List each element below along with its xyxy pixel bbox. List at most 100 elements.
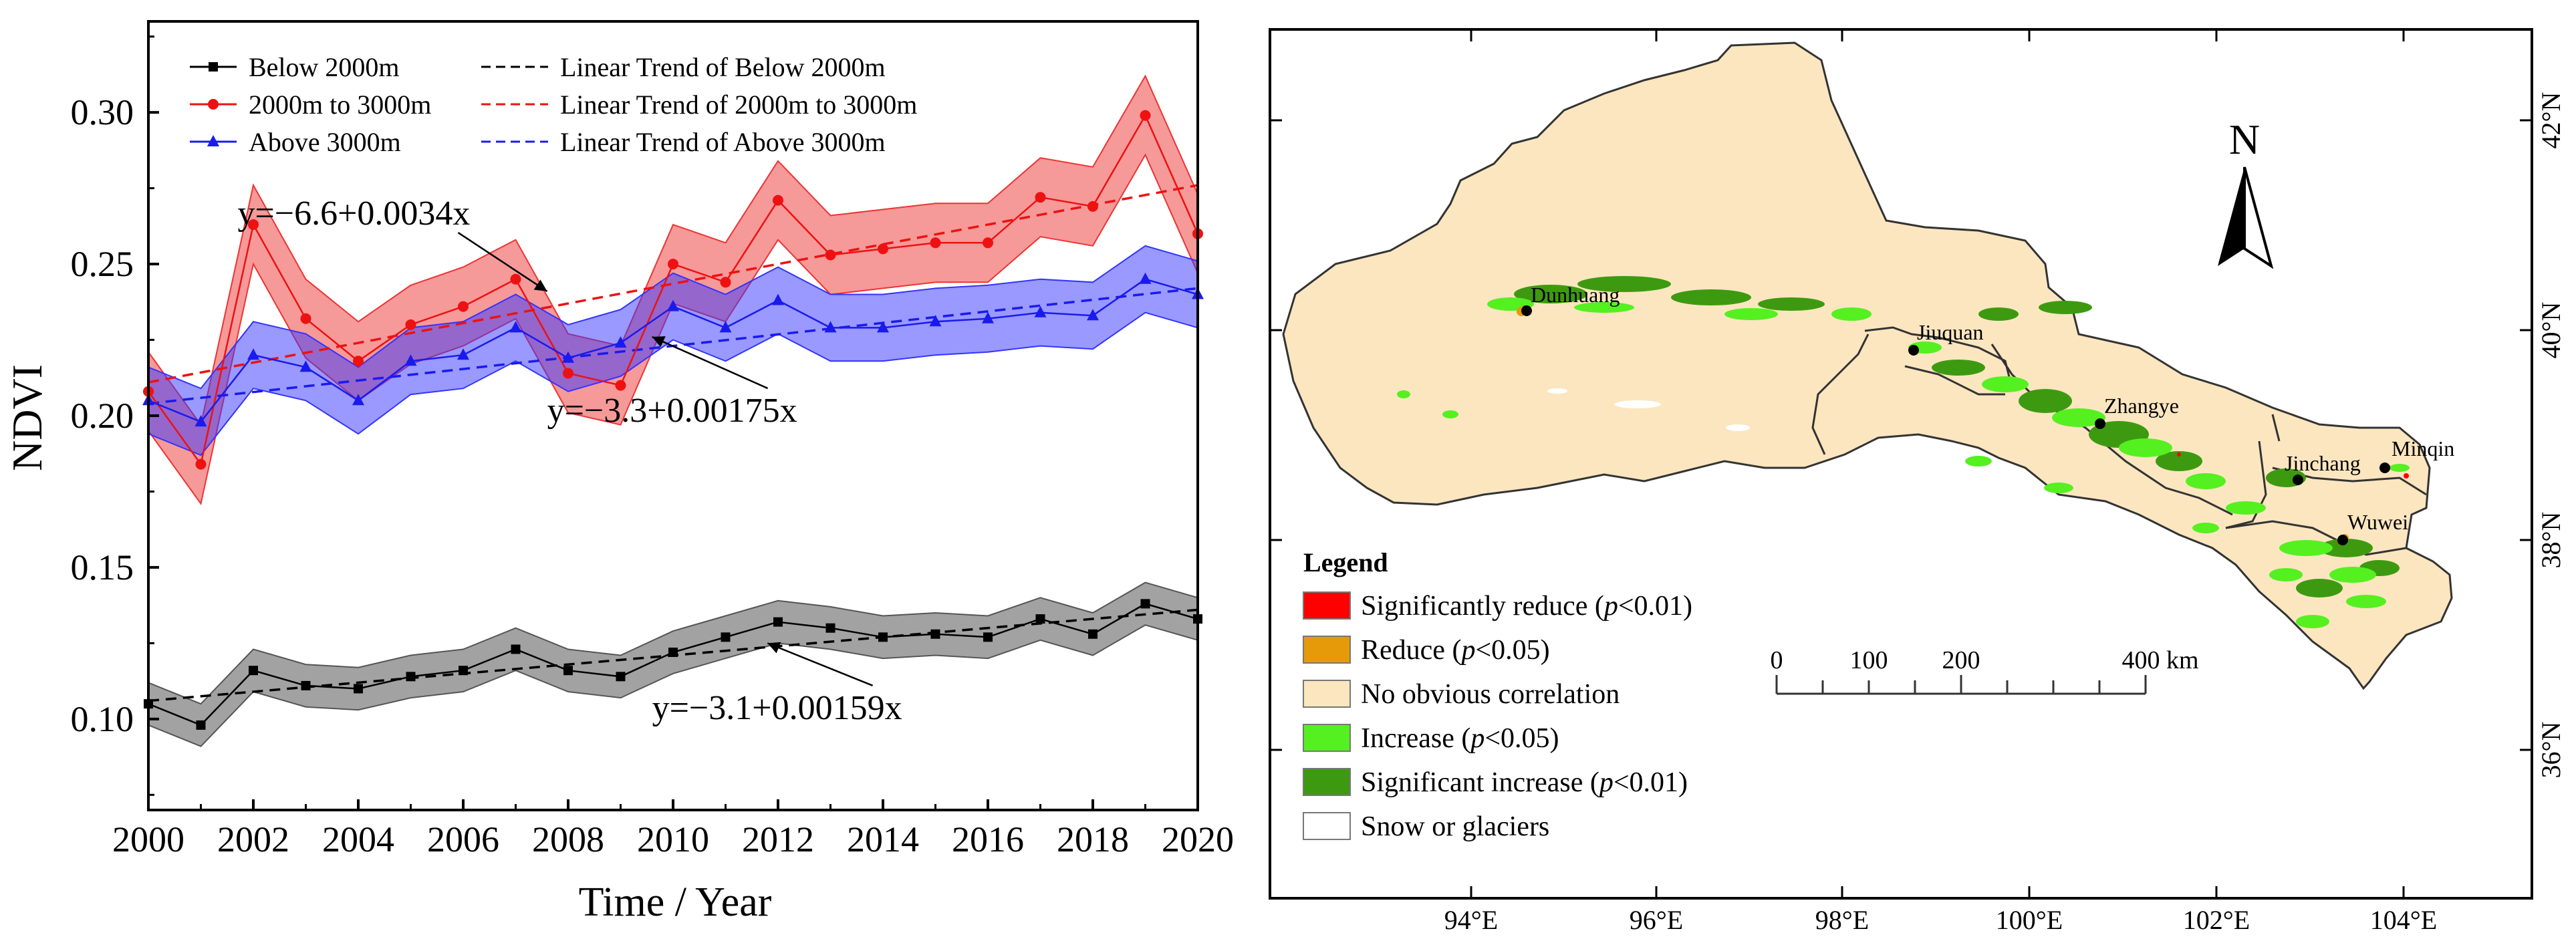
point-1-2006	[458, 301, 469, 312]
point-1-2004	[353, 356, 364, 367]
lat-label-0: 42°N	[2536, 92, 2566, 149]
x-tick-label-3: 2006	[427, 819, 499, 859]
city-label-dunhuang: Dunhuang	[1531, 283, 1620, 307]
graticule-labels: 94°E 96°E 98°E 100°E 102°E 104°E 42°N 40°N 38°N 3…	[1270, 29, 2566, 935]
y-tick-label-1: 0.15	[71, 547, 134, 587]
ndvi-change-patches	[1397, 276, 2410, 628]
point-0-2003	[301, 680, 311, 690]
point-2-2001	[195, 415, 207, 427]
point-0-2008	[563, 666, 573, 676]
point-1-2013	[825, 249, 836, 261]
trend-equation-0: y=−6.6+0.0034x	[237, 194, 470, 233]
city-label-minqin: Minqin	[2392, 436, 2454, 460]
map-legend-label-2: No obvious correlation	[1361, 679, 1620, 710]
point-1-2012	[773, 194, 783, 206]
point-0-2001	[196, 720, 206, 730]
point-1-2011	[720, 277, 731, 288]
point-2-2011	[719, 321, 732, 333]
legend-marker-1	[208, 99, 219, 110]
map-legend-swatch-5	[1303, 812, 1351, 840]
map-legend-swatch-2	[1303, 680, 1351, 708]
x-tick-label-1: 2002	[217, 819, 289, 859]
point-2-2002	[247, 348, 259, 360]
point-0-2012	[773, 617, 783, 627]
map-legend-label-4: Significant increase (p<0.01)	[1361, 767, 1688, 798]
point-2-2010	[667, 299, 679, 311]
point-0-2019	[1140, 599, 1150, 609]
y-tick-label-3: 0.25	[71, 244, 134, 284]
point-0-2005	[406, 672, 416, 682]
point-2-2006	[457, 348, 469, 360]
point-1-2002	[248, 219, 259, 231]
point-1-2016	[983, 237, 993, 249]
trend-equations: y=−6.6+0.0034x y=−3.3+0.00175x y=−3.1+0.00…	[237, 194, 902, 727]
x-tick-label-6: 2012	[742, 819, 814, 859]
point-0-2010	[668, 648, 678, 657]
y-tick-label-0: 0.10	[71, 699, 134, 739]
scale-label-0: 0	[1771, 646, 1783, 674]
lat-label-3: 36°N	[2536, 722, 2566, 779]
series-markers	[142, 110, 1204, 730]
point-0-2011	[721, 632, 731, 642]
point-2-2003	[299, 360, 312, 372]
point-1-2019	[1140, 110, 1151, 121]
point-0-2002	[249, 666, 258, 676]
x-axis-ticks: 2000 2002 2004 2006 2008 2010 2012 2014 2016 2018…	[112, 799, 1234, 859]
x-tick-label-10: 2020	[1162, 819, 1234, 859]
map-legend-label-3: Increase (p<0.05)	[1361, 723, 1559, 754]
x-tick-label-8: 2016	[952, 819, 1024, 859]
point-1-2001	[195, 458, 207, 470]
lon-label-5: 104°E	[2370, 905, 2437, 935]
chart-legend: Below 2000m 2000m to 3000m Above 3000m Line…	[190, 52, 917, 157]
map-legend-swatch-0	[1303, 591, 1351, 620]
point-2-2007	[509, 321, 522, 333]
point-0-2013	[825, 623, 835, 633]
trend-equation-2: y=−3.1+0.00159x	[652, 689, 902, 727]
x-tick-label-0: 2000	[112, 819, 184, 859]
y-tick-label-2: 0.20	[71, 396, 134, 436]
ndvi-chart: 0.100.150.200.250.30 2000 2002 2004 2006 200…	[3, 20, 1234, 925]
x-axis-label: Time / Year	[579, 880, 772, 925]
lon-label-3: 100°E	[1996, 905, 2063, 935]
point-1-2010	[668, 259, 678, 270]
arrow-line-1	[652, 336, 769, 390]
map-panel: Dunhuang Jiuquan Zhangye Jinchang Minqin…	[1269, 28, 2566, 935]
x-tick-label-4: 2008	[532, 819, 604, 859]
point-2-2008	[562, 351, 574, 363]
point-0-2007	[511, 644, 521, 654]
x-tick-label-7: 2014	[847, 819, 919, 859]
point-1-2008	[563, 368, 573, 379]
study-area-region	[1282, 41, 2453, 690]
point-1-2005	[405, 319, 416, 330]
point-2-2009	[614, 336, 627, 348]
point-1-2018	[1087, 200, 1098, 212]
point-1-2009	[615, 380, 626, 391]
y-tick-label-4: 0.30	[71, 92, 134, 132]
annotation-arrows	[457, 232, 874, 687]
legend-label-0: Below 2000m	[249, 52, 400, 82]
point-2-2016	[982, 311, 994, 323]
legend-trend-label-0: Linear Trend of Below 2000m	[560, 52, 886, 82]
map-legend-label-0: Significantly reduce (p<0.01)	[1361, 591, 1692, 622]
point-0-2009	[616, 672, 626, 682]
map-legend-label-1: Reduce (p<0.05)	[1361, 635, 1550, 666]
arrow-head-icon-0	[533, 279, 547, 291]
point-0-2017	[1035, 614, 1045, 624]
point-1-2007	[510, 273, 521, 285]
lon-label-4: 102°E	[2183, 905, 2250, 935]
arrow-line-0	[457, 232, 548, 292]
x-tick-label-5: 2010	[637, 819, 709, 859]
map-legend-swatch-1	[1303, 636, 1351, 664]
point-1-2015	[930, 237, 941, 249]
arrow-head-icon-2	[767, 642, 781, 654]
point-2-2019	[1139, 272, 1152, 284]
scale-label-100: 100	[1850, 646, 1888, 674]
point-0-2006	[459, 666, 468, 676]
legend-label-2: Above 3000m	[249, 127, 401, 157]
map-legend-label-5: Snow or glaciers	[1361, 811, 1549, 842]
point-2-2018	[1087, 309, 1099, 321]
city-label-jinchang: Jinchang	[2285, 451, 2361, 475]
map-legend-swatch-4	[1303, 768, 1351, 796]
legend-label-1: 2000m to 3000m	[249, 90, 431, 120]
map-legend-swatch-3	[1303, 724, 1351, 752]
